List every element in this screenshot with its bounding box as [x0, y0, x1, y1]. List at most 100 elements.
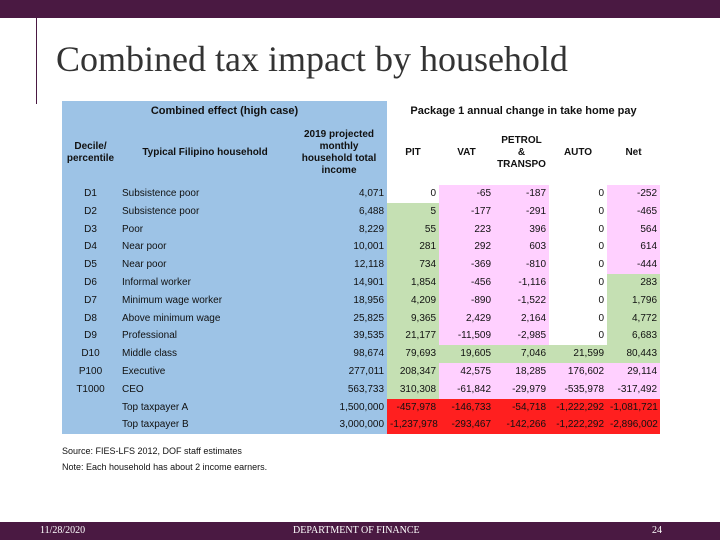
cell-net: -465: [607, 202, 661, 221]
cell-household: Subsistence poor: [119, 185, 291, 203]
cell-vat: 19,605: [439, 345, 495, 363]
cell-vat: 223: [439, 220, 495, 239]
cell-petrol: -1,116: [494, 273, 550, 292]
right-group-title: Package 1 annual change in take home pay: [387, 101, 661, 121]
cell-decile: D3: [62, 220, 119, 239]
cell-income: 563,733: [291, 380, 388, 399]
cell-vat: -65: [439, 185, 495, 203]
col-header-auto: AUTO: [549, 121, 608, 185]
cell-income: 6,488: [291, 202, 388, 221]
cell-net: 283: [607, 273, 661, 292]
cell-auto: 0: [549, 256, 608, 274]
cell-net: -1,081,721: [607, 398, 661, 417]
cell-petrol: 2,164: [494, 309, 550, 328]
table-row: D6 Informal worker 14,901 1,854 -456 -1,…: [62, 273, 661, 292]
footer-bar: 11/28/2020 DEPARTMENT OF FINANCE 24: [0, 522, 720, 540]
col-header-decile: Decile/ percentile: [62, 121, 119, 185]
cell-auto: -1,222,292: [549, 416, 608, 435]
table-row: D5 Near poor 12,118 734 -369 -810 0 -444: [62, 256, 661, 274]
cell-income: 277,011: [291, 362, 388, 381]
cell-pit: -1,237,978: [387, 416, 440, 435]
cell-income: 39,535: [291, 327, 388, 346]
cell-net: -317,492: [607, 380, 661, 399]
title-accent-line: [36, 18, 37, 104]
cell-decile: D4: [62, 238, 119, 257]
cell-vat: 292: [439, 238, 495, 257]
cell-petrol: -1,522: [494, 291, 550, 310]
cell-income: 98,674: [291, 345, 388, 363]
cell-vat: -146,733: [439, 398, 495, 417]
table-row: D7 Minimum wage worker 18,956 4,209 -890…: [62, 291, 661, 310]
cell-vat: -61,842: [439, 380, 495, 399]
cell-net: 1,796: [607, 291, 661, 310]
cell-pit: 310,308: [387, 380, 440, 399]
cell-auto: 0: [549, 185, 608, 203]
cell-net: 29,114: [607, 362, 661, 381]
cell-petrol: 7,046: [494, 345, 550, 363]
cell-household: Near poor: [119, 238, 291, 257]
cell-pit: 281: [387, 238, 440, 257]
cell-vat: 42,575: [439, 362, 495, 381]
cell-auto: -1,222,292: [549, 398, 608, 417]
cell-auto: 0: [549, 327, 608, 346]
left-group-title: Combined effect (high case): [62, 101, 388, 121]
col-header-vat: VAT: [439, 121, 495, 185]
page-title: Combined tax impact by household: [56, 39, 568, 79]
cell-auto: 176,602: [549, 362, 608, 381]
cell-petrol: -54,718: [494, 398, 550, 417]
cell-household: Middle class: [119, 345, 291, 363]
cell-net: 4,772: [607, 309, 661, 328]
cell-income: 25,825: [291, 309, 388, 328]
cell-pit: 734: [387, 256, 440, 274]
cell-income: 14,901: [291, 273, 388, 292]
table-row: T1000 CEO 563,733 310,308 -61,842 -29,97…: [62, 380, 661, 399]
cell-household: Near poor: [119, 256, 291, 274]
table-row: D2 Subsistence poor 6,488 5 -177 -291 0 …: [62, 202, 661, 221]
cell-income: 3,000,000: [291, 416, 388, 435]
cell-vat: -456: [439, 273, 495, 292]
tax-impact-table: Combined effect (high case) Package 1 an…: [62, 101, 661, 435]
cell-petrol: 396: [494, 220, 550, 239]
cell-income: 1,500,000: [291, 398, 388, 417]
cell-income: 8,229: [291, 220, 388, 239]
cell-auto: 0: [549, 309, 608, 328]
cell-pit: 208,347: [387, 362, 440, 381]
col-header-household: Typical Filipino household: [119, 121, 291, 185]
cell-auto: 0: [549, 220, 608, 239]
cell-auto: -535,978: [549, 380, 608, 399]
col-header-net: Net: [607, 121, 661, 185]
cell-petrol: 603: [494, 238, 550, 257]
cell-decile: D5: [62, 256, 119, 274]
cell-household: Top taxpayer B: [119, 416, 291, 435]
table-row: Top taxpayer B 3,000,000 -1,237,978 -293…: [62, 416, 661, 435]
cell-income: 12,118: [291, 256, 388, 274]
table-notes: Source: FIES-LFS 2012, DOF staff estimat…: [62, 443, 267, 475]
table-row: D1 Subsistence poor 4,071 0 -65 -187 0 -…: [62, 185, 661, 203]
cell-auto: 0: [549, 273, 608, 292]
table-row: D8 Above minimum wage 25,825 9,365 2,429…: [62, 309, 661, 328]
cell-petrol: -187: [494, 185, 550, 203]
page-number: 24: [652, 525, 662, 536]
cell-petrol: -2,985: [494, 327, 550, 346]
cell-auto: 0: [549, 202, 608, 221]
cell-decile: D10: [62, 345, 119, 363]
cell-pit: 9,365: [387, 309, 440, 328]
cell-net: -444: [607, 256, 661, 274]
cell-pit: 79,693: [387, 345, 440, 363]
cell-pit: 4,209: [387, 291, 440, 310]
cell-decile: [62, 416, 119, 435]
cell-auto: 0: [549, 291, 608, 310]
cell-petrol: -810: [494, 256, 550, 274]
cell-petrol: 18,285: [494, 362, 550, 381]
cell-pit: 21,177: [387, 327, 440, 346]
cell-net: -2,896,002: [607, 416, 661, 435]
cell-household: Executive: [119, 362, 291, 381]
cell-net: 80,443: [607, 345, 661, 363]
cell-net: 6,683: [607, 327, 661, 346]
cell-petrol: -29,979: [494, 380, 550, 399]
cell-income: 4,071: [291, 185, 388, 203]
cell-decile: [62, 398, 119, 417]
cell-auto: 0: [549, 238, 608, 257]
cell-decile: D2: [62, 202, 119, 221]
cell-decile: P100: [62, 362, 119, 381]
